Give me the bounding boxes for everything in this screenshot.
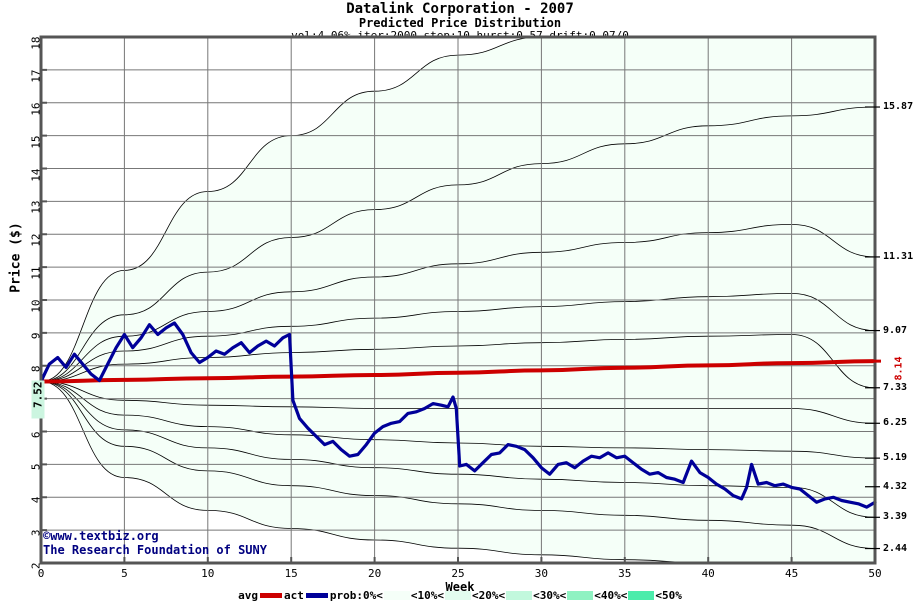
credit-line-1: ©www.textbiz.org	[43, 529, 159, 543]
band-contour-line	[40, 106, 876, 382]
x-axis-tick-50: 50	[868, 567, 882, 580]
y-axis-tick-18: 18	[29, 36, 43, 50]
legend-band-50-swatch	[628, 590, 655, 600]
y-axis-tick-16: 16	[29, 102, 43, 116]
x-axis-tick-45: 45	[784, 567, 799, 580]
legend-avg-line-swatch	[260, 592, 282, 598]
x-axis-tick-30: 30	[534, 567, 549, 580]
y-axis-tick-6: 6	[29, 431, 43, 438]
x-axis-tick-5: 5	[121, 567, 128, 580]
series-line-avg	[40, 359, 876, 384]
right-quantile-label: 11.31	[883, 250, 914, 262]
y-axis-tick-9: 9	[29, 332, 43, 339]
x-axis-tick-20: 20	[367, 567, 382, 580]
right-quantile-label: 5.19	[883, 452, 908, 464]
legend-avg-label: avg	[238, 588, 258, 602]
current-price-axis-label: 7.52	[31, 380, 45, 419]
credit-line-2: The Research Foundation of SUNY	[43, 543, 267, 557]
y-axis-tick-4: 4	[29, 496, 43, 504]
x-axis-tick-0: 0	[37, 567, 45, 580]
chart-legend: avg act prob:0%< <10%< <20%< <30%< <40%< <50%	[0, 588, 920, 602]
right-quantile-label: 3.39	[883, 511, 908, 523]
legend-band-30-swatch	[506, 590, 533, 600]
x-axis-tick-15: 15	[284, 567, 298, 580]
legend-band-10-swatch	[383, 590, 410, 600]
legend-band-30-label: <30%<	[533, 588, 567, 602]
legend-band-20-swatch	[444, 590, 471, 600]
y-axis-tick-15: 15	[29, 135, 43, 149]
right-quantile-label: 6.25	[883, 417, 908, 429]
x-axis-tick-40: 40	[701, 567, 715, 580]
y-axis-tick-13: 13	[29, 200, 43, 215]
legend-band-40-label: <40%<	[594, 588, 628, 602]
right-quantile-label: 9.07	[883, 324, 908, 336]
right-quantile-label: 2.44	[883, 542, 908, 554]
chart-subtitle: Predicted Price Distribution	[358, 16, 562, 30]
x-axis-tick-25: 25	[451, 567, 465, 580]
page-title: Datalink Corporation - 2007	[346, 1, 574, 17]
legend-band-50-label: <50%	[655, 588, 682, 602]
band-contour-line	[40, 223, 876, 382]
legend-band-10-label: <10%<	[410, 588, 444, 602]
right-avg-label: 8.14	[893, 356, 905, 381]
y-axis-tick-14: 14	[29, 168, 43, 182]
legend-prob-label: prob:0%<	[329, 588, 383, 602]
y-axis-tick-11: 11	[29, 266, 43, 280]
legend-act-label: act	[284, 588, 304, 602]
y-axis-tick-17: 17	[29, 69, 43, 83]
right-quantile-label: 4.32	[883, 480, 908, 492]
y-axis-tick-5: 5	[29, 463, 43, 471]
y-axis-tick-10: 10	[29, 299, 43, 313]
right-quantile-label: 7.33	[883, 381, 908, 393]
band-contour-line	[40, 381, 876, 549]
copyright-credit: ©www.textbiz.org The Research Foundation…	[43, 529, 267, 557]
x-axis-tick-10: 10	[201, 567, 215, 580]
right-quantile-label: 15.87	[883, 101, 914, 113]
y-axis-tick-12: 12	[29, 233, 43, 247]
series-line-act	[39, 321, 877, 509]
legend-band-20-label: <20%<	[471, 588, 506, 602]
y-axis-label: Price ($)	[8, 222, 24, 293]
legend-act-line-swatch	[305, 592, 328, 598]
y-axis-tick-3: 3	[29, 529, 43, 537]
x-axis-tick-35: 35	[618, 567, 632, 580]
legend-band-40-swatch	[567, 590, 594, 600]
